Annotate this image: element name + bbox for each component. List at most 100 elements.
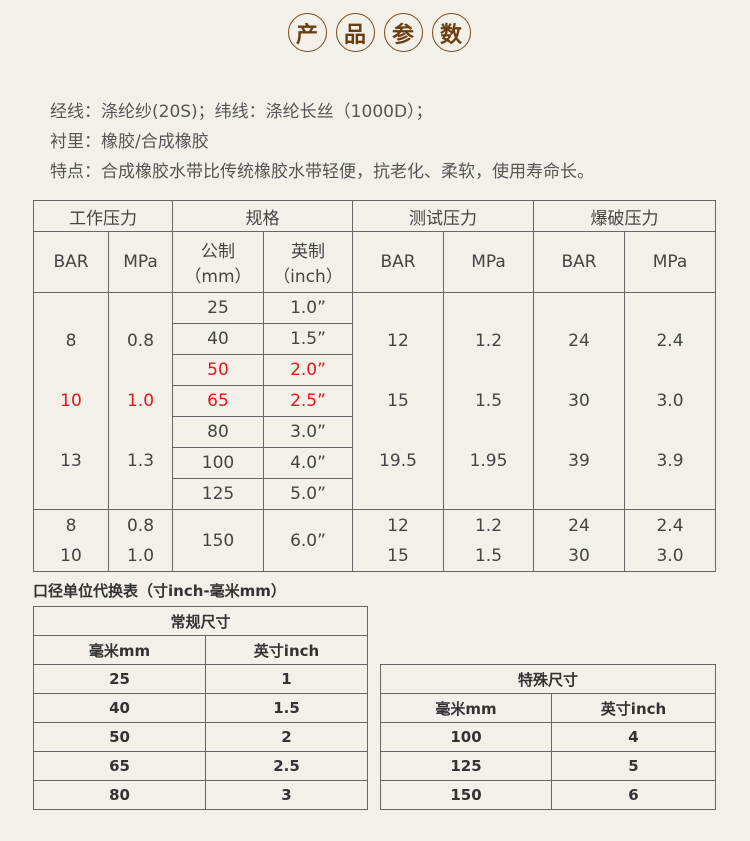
label: 公制 bbox=[201, 242, 235, 262]
cell: 25 bbox=[33, 664, 206, 694]
value: 12 bbox=[387, 331, 409, 351]
value: 3.9 bbox=[656, 451, 684, 471]
value: 24 bbox=[568, 331, 590, 351]
size-inch: 2.5” bbox=[263, 385, 353, 417]
value: 13 bbox=[60, 451, 82, 471]
size-mm: 100 bbox=[172, 447, 264, 479]
size-inch: 4.0” bbox=[263, 447, 353, 479]
test-mpa-cell: 1.2 1.5 1.95 bbox=[443, 292, 534, 510]
label: 英制 bbox=[291, 242, 325, 262]
burst-mpa-cell: 2.4 3.0 3.9 bbox=[624, 292, 716, 510]
cell: 150 bbox=[380, 780, 552, 810]
value: 19.5 bbox=[379, 451, 417, 471]
value: 1.0 bbox=[126, 391, 155, 411]
last-test-bar: 12 15 bbox=[352, 509, 444, 572]
col-header: 英寸inch bbox=[551, 693, 716, 723]
value: 1.2 bbox=[474, 331, 503, 351]
value: 15 bbox=[387, 545, 409, 566]
subheader: MPa bbox=[108, 231, 173, 293]
work-mpa-cell: 0.8 1.0 1.3 bbox=[108, 292, 173, 510]
desc-features: 特点：合成橡胶水带比传统橡胶水带轻便，抗老化、柔软，使用寿命长。 bbox=[50, 162, 594, 182]
test-bar-cell: 12 15 19.5 bbox=[352, 292, 444, 510]
subheader: MPa bbox=[443, 231, 534, 293]
size-inch: 1.0” bbox=[263, 292, 353, 324]
label: （mm） bbox=[184, 267, 252, 287]
subheader: MPa bbox=[624, 231, 716, 293]
subheader: 英制 （inch） bbox=[263, 231, 353, 293]
size-inch: 1.5” bbox=[263, 323, 353, 355]
value: 8 bbox=[65, 331, 77, 351]
special-title: 特殊尺寸 bbox=[380, 664, 716, 694]
value: 2.4 bbox=[656, 331, 684, 351]
regular-size-table: 常规尺寸 毫米mm 英寸inch 25 1 40 1.5 50 2 65 2.5 80 3 bbox=[33, 606, 368, 810]
value: 0.8 bbox=[126, 331, 155, 351]
last-burst-bar: 24 30 bbox=[533, 509, 625, 572]
last-test-mpa: 1.2 1.5 bbox=[443, 509, 534, 572]
cell: 125 bbox=[380, 751, 552, 781]
cell: 1 bbox=[205, 664, 368, 694]
last-bar: 8 10 bbox=[33, 509, 109, 572]
size-inch: 5.0” bbox=[263, 478, 353, 510]
cell: 100 bbox=[380, 722, 552, 752]
value: 1.5 bbox=[474, 391, 503, 411]
header-burst-pressure: 爆破压力 bbox=[533, 200, 716, 232]
cell: 1.5 bbox=[205, 693, 368, 723]
work-bar-cell: 8 10 13 bbox=[33, 292, 109, 510]
last-mpa: 0.8 1.0 bbox=[108, 509, 173, 572]
size-inch: 3.0” bbox=[263, 416, 353, 448]
value: 30 bbox=[568, 545, 590, 566]
header-spec: 规格 bbox=[172, 200, 353, 232]
value: 3.0 bbox=[656, 545, 684, 566]
regular-title: 常规尺寸 bbox=[33, 606, 368, 636]
conversion-title: 口径单位代换表（寸inch-毫米mm） bbox=[33, 582, 286, 600]
title-char: 产 bbox=[287, 13, 327, 52]
description: 经线：涤纶纱(20S)；纬线：涤纶长丝（1000D）； 衬里：橡胶/合成橡胶 特… bbox=[50, 97, 594, 187]
value: 0.8 bbox=[126, 515, 155, 536]
value: 1.2 bbox=[474, 515, 503, 536]
cell: 50 bbox=[33, 722, 206, 752]
size-mm: 65 bbox=[172, 385, 264, 417]
subheader: 公制 （mm） bbox=[172, 231, 264, 293]
spec-table: 工作压力 规格 测试压力 爆破压力 BAR MPa 公制 （mm） 英制 （inch… bbox=[33, 200, 716, 572]
special-size-table: 特殊尺寸 毫米mm 英寸inch 100 4 125 5 150 6 bbox=[380, 664, 716, 810]
value: 10 bbox=[60, 545, 82, 566]
desc-lining: 衬里：橡胶/合成橡胶 bbox=[50, 132, 209, 152]
page-title: 产 品 参 数 bbox=[0, 13, 750, 52]
value: 15 bbox=[387, 391, 409, 411]
col-header: 英寸inch bbox=[205, 635, 368, 665]
subheader: BAR bbox=[33, 231, 109, 293]
size-mm: 50 bbox=[172, 354, 264, 386]
value: 1.0 bbox=[126, 545, 155, 566]
header-work-pressure: 工作压力 bbox=[33, 200, 173, 232]
value: 2.4 bbox=[656, 515, 684, 536]
cell: 4 bbox=[551, 722, 716, 752]
cell: 80 bbox=[33, 780, 206, 810]
size-inch: 6.0” bbox=[263, 509, 353, 572]
value: 1.3 bbox=[126, 451, 155, 471]
title-char: 品 bbox=[335, 13, 375, 52]
last-burst-mpa: 2.4 3.0 bbox=[624, 509, 716, 572]
cell: 40 bbox=[33, 693, 206, 723]
title-char: 数 bbox=[431, 13, 471, 52]
title-char: 参 bbox=[383, 13, 423, 52]
value: 8 bbox=[65, 515, 77, 536]
cell: 2 bbox=[205, 722, 368, 752]
label: （inch） bbox=[273, 267, 343, 287]
col-header: 毫米mm bbox=[33, 635, 206, 665]
size-mm: 150 bbox=[172, 509, 264, 572]
size-mm: 40 bbox=[172, 323, 264, 355]
value: 1.95 bbox=[469, 451, 508, 471]
value: 12 bbox=[387, 515, 409, 536]
subheader: BAR bbox=[352, 231, 444, 293]
size-mm: 80 bbox=[172, 416, 264, 448]
size-mm: 25 bbox=[172, 292, 264, 324]
header-test-pressure: 测试压力 bbox=[352, 200, 534, 232]
burst-bar-cell: 24 30 39 bbox=[533, 292, 625, 510]
cell: 2.5 bbox=[205, 751, 368, 781]
cell: 65 bbox=[33, 751, 206, 781]
desc-material: 经线：涤纶纱(20S)；纬线：涤纶长丝（1000D）； bbox=[50, 102, 433, 122]
size-inch: 2.0” bbox=[263, 354, 353, 386]
value: 1.5 bbox=[474, 545, 503, 566]
cell: 6 bbox=[551, 780, 716, 810]
col-header: 毫米mm bbox=[380, 693, 552, 723]
